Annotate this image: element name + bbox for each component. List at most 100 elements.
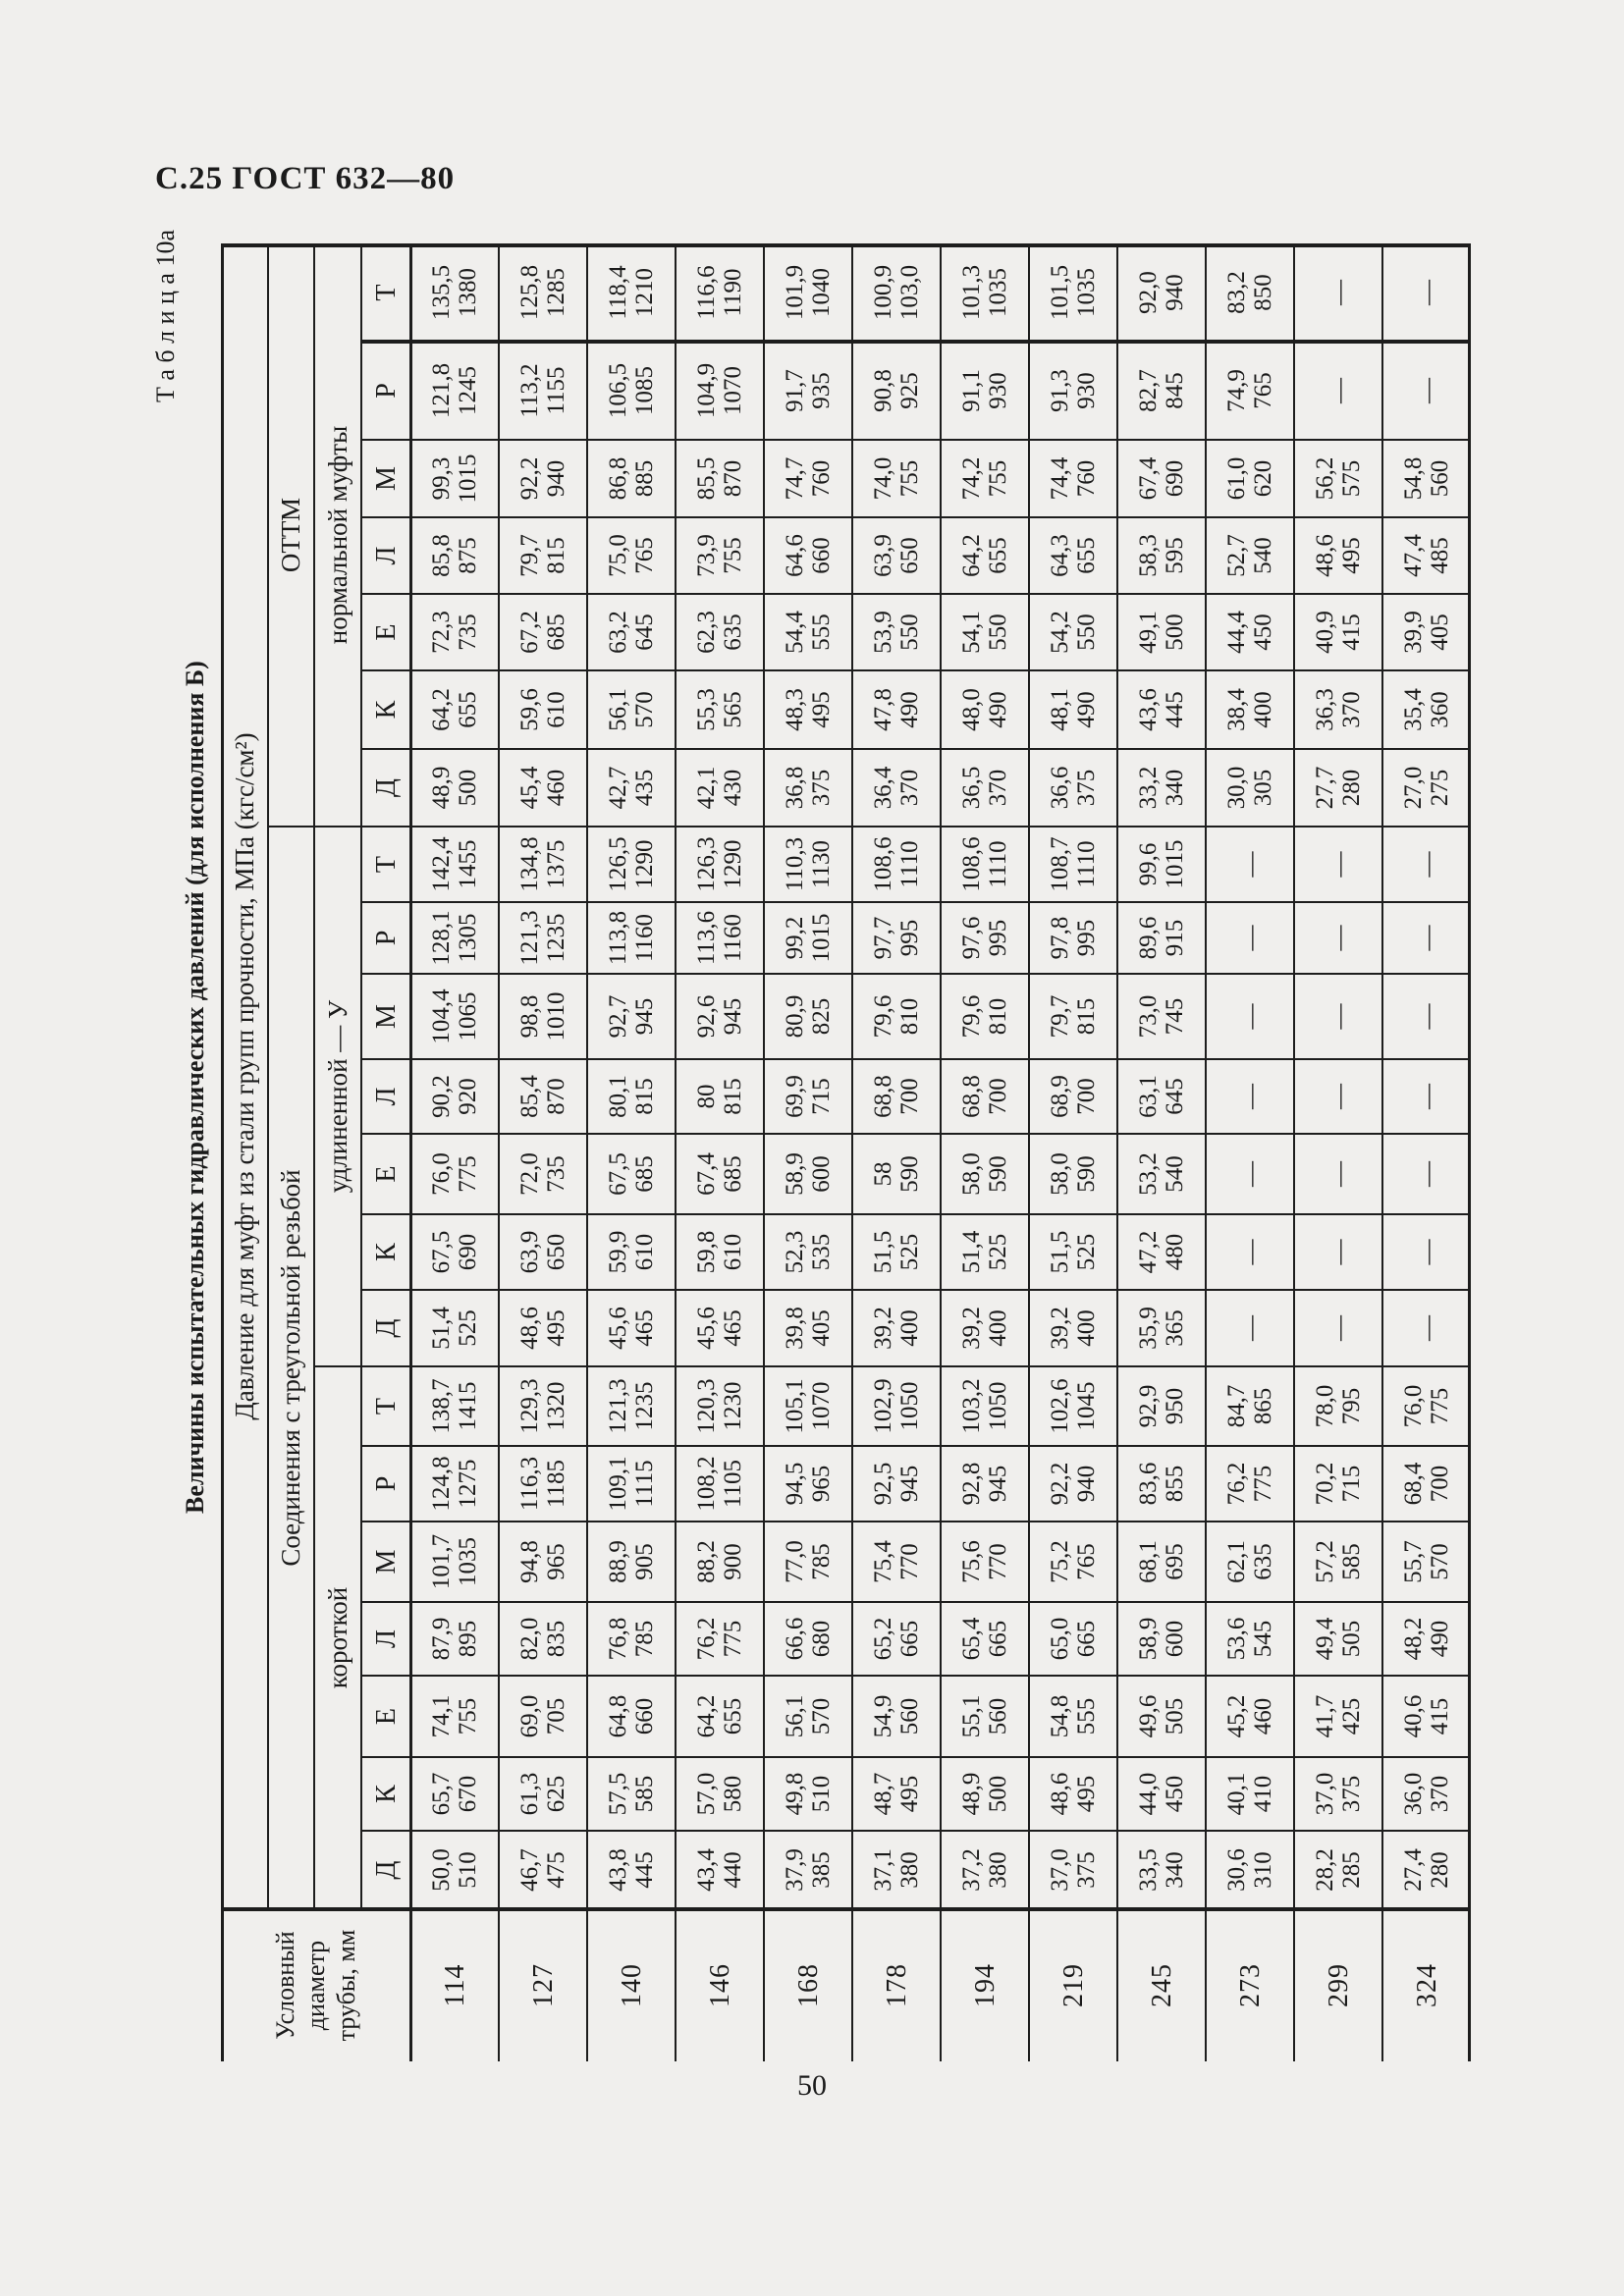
grid-line bbox=[361, 1830, 1471, 1832]
value-cell: 89,6 915 bbox=[1135, 916, 1188, 960]
value-cell: 80 815 bbox=[693, 1078, 746, 1115]
value-cell: 74,2 755 bbox=[958, 456, 1011, 501]
value-cell: 59,9 610 bbox=[605, 1230, 658, 1274]
value-cell: 79,6 810 bbox=[870, 994, 923, 1039]
value-cell-empty: — bbox=[1235, 851, 1265, 878]
value-cell: 64,2 655 bbox=[958, 534, 1011, 577]
value-cell: 102,6 1045 bbox=[1047, 1378, 1100, 1434]
value-cell: 48,6 495 bbox=[516, 1307, 569, 1350]
value-cell: 64,2 655 bbox=[693, 1694, 746, 1738]
value-cell: 64,2 655 bbox=[428, 688, 481, 731]
grid-line bbox=[361, 973, 1471, 975]
diameter-cell: 299 bbox=[1323, 1963, 1354, 2007]
value-cell: 129,3 1320 bbox=[516, 1378, 569, 1434]
value-cell: 67,5 690 bbox=[428, 1230, 481, 1274]
value-cell: 92,6 945 bbox=[693, 994, 746, 1039]
value-cell-empty: — bbox=[1412, 1084, 1441, 1109]
value-cell: 45,2 460 bbox=[1223, 1694, 1276, 1738]
value-cell: 103,2 1050 bbox=[958, 1378, 1011, 1434]
value-cell: 108,7 1110 bbox=[1047, 836, 1100, 892]
value-cell: 51,5 525 bbox=[1047, 1230, 1100, 1274]
table-number-label: Т а б л и ц а 10а bbox=[151, 229, 180, 403]
value-cell: 61,3 625 bbox=[516, 1772, 569, 1816]
value-cell: 76,0 775 bbox=[428, 1152, 481, 1196]
value-cell: 72,3 735 bbox=[428, 611, 481, 654]
value-cell: 33,2 340 bbox=[1135, 766, 1188, 810]
value-cell: 45,6 465 bbox=[605, 1307, 658, 1350]
grid-line bbox=[313, 243, 315, 1909]
value-cell: 58,9 600 bbox=[1135, 1617, 1188, 1661]
value-cell: 48,9 500 bbox=[958, 1772, 1011, 1816]
diameter-cell: 127 bbox=[527, 1963, 559, 2007]
value-cell: 92,7 945 bbox=[605, 994, 658, 1039]
value-cell: 97,6 995 bbox=[958, 916, 1011, 960]
diameter-cell: 273 bbox=[1234, 1963, 1266, 2007]
value-cell: 65,4 665 bbox=[958, 1617, 1011, 1661]
value-cell-empty: — bbox=[1235, 1003, 1265, 1030]
value-cell: 82,7 845 bbox=[1135, 369, 1188, 412]
value-cell: 46,7 475 bbox=[516, 1848, 569, 1892]
value-cell: 105,1 1070 bbox=[782, 1378, 835, 1434]
value-cell: 65,7 670 bbox=[428, 1772, 481, 1816]
value-cell: 92,2 940 bbox=[1047, 1462, 1100, 1506]
value-cell: 65,0 665 bbox=[1047, 1617, 1100, 1661]
value-cell: 37,0 375 bbox=[1312, 1772, 1365, 1816]
value-cell-empty: — bbox=[1235, 925, 1265, 951]
value-cell: 101,7 1035 bbox=[428, 1533, 481, 1590]
value-cell: 100,9 103,0 bbox=[870, 264, 923, 321]
value-cell-empty: — bbox=[1324, 851, 1353, 878]
value-cell: 39,8 405 bbox=[782, 1307, 835, 1350]
value-cell: 92,5 945 bbox=[870, 1462, 923, 1506]
value-cell: 108,6 1110 bbox=[958, 836, 1011, 892]
value-cell: 99,6 1015 bbox=[1135, 839, 1188, 889]
value-cell: 79,7 815 bbox=[516, 534, 569, 577]
value-cell: 43,4 440 bbox=[693, 1848, 746, 1892]
value-cell: 74,9 765 bbox=[1223, 369, 1276, 412]
value-cell: 116,3 1185 bbox=[516, 1456, 569, 1512]
strength-letter-cell: Д bbox=[370, 1318, 402, 1338]
group-triangular-cell: Соединения с треугольной резьбой bbox=[276, 1169, 305, 1567]
value-cell: 45,6 465 bbox=[693, 1307, 746, 1350]
value-cell-empty: — bbox=[1324, 1161, 1353, 1187]
value-cell: 49,4 505 bbox=[1312, 1617, 1365, 1661]
value-cell: 73,9 755 bbox=[693, 534, 746, 577]
value-cell: 55,3 565 bbox=[693, 688, 746, 731]
value-cell-empty: — bbox=[1235, 1084, 1265, 1109]
strength-letter-cell: Т bbox=[370, 284, 402, 301]
value-cell: 74,0 755 bbox=[870, 456, 923, 501]
value-cell: 39,2 400 bbox=[1047, 1307, 1100, 1350]
value-cell-empty: — bbox=[1324, 280, 1353, 305]
value-cell: 59,6 610 bbox=[516, 688, 569, 731]
value-cell: 75,2 765 bbox=[1047, 1540, 1100, 1583]
value-cell: 36,6 375 bbox=[1047, 766, 1100, 810]
value-cell-empty: — bbox=[1235, 1161, 1265, 1187]
value-cell: 120,3 1230 bbox=[693, 1378, 746, 1434]
value-cell: 75,0 765 bbox=[605, 534, 658, 577]
value-cell: 50,0 510 bbox=[428, 1848, 481, 1892]
strength-letter-cell: Т bbox=[370, 855, 402, 874]
value-cell: 102,9 1050 bbox=[870, 1378, 923, 1434]
value-cell: 69,0 705 bbox=[516, 1694, 569, 1738]
value-cell: 55,1 560 bbox=[958, 1694, 1011, 1738]
value-cell: 51,4 525 bbox=[958, 1230, 1011, 1274]
strength-letter-cell: М bbox=[370, 1549, 402, 1575]
value-cell: 101,9 1040 bbox=[782, 264, 835, 321]
value-cell: 66,6 680 bbox=[782, 1617, 835, 1661]
value-cell: 28,2 285 bbox=[1312, 1848, 1365, 1892]
value-cell: 39,2 400 bbox=[958, 1307, 1011, 1350]
value-cell: 33,5 340 bbox=[1135, 1848, 1188, 1892]
value-cell: 47,2 480 bbox=[1135, 1230, 1188, 1274]
value-cell-empty: — bbox=[1324, 1003, 1353, 1030]
value-cell: 76,2 775 bbox=[1223, 1462, 1276, 1506]
strength-letter-cell: Р bbox=[370, 930, 402, 946]
value-cell: 56,1 570 bbox=[605, 688, 658, 731]
value-cell: 113,2 1155 bbox=[516, 363, 569, 418]
strength-letter-cell: Е bbox=[370, 1165, 402, 1183]
value-cell: 61,0 620 bbox=[1223, 456, 1276, 501]
strength-letter-cell: К bbox=[370, 1243, 402, 1261]
grid-line bbox=[361, 439, 1471, 441]
grid-line bbox=[314, 1365, 1471, 1367]
value-cell: 97,8 995 bbox=[1047, 916, 1100, 960]
value-cell: 118,4 1210 bbox=[605, 265, 658, 320]
value-cell: 92,0 940 bbox=[1135, 271, 1188, 314]
